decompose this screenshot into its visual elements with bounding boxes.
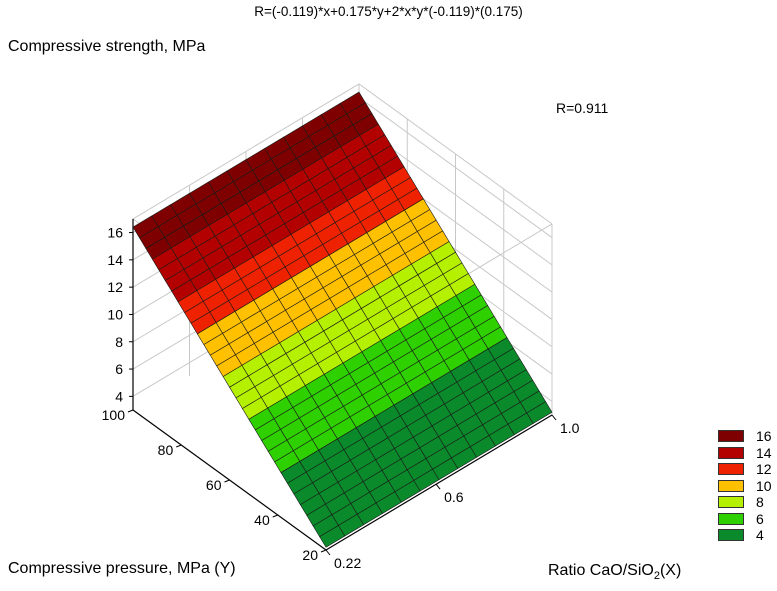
legend-swatch [718,463,744,475]
legend-label: 8 [756,494,764,510]
legend-label: 12 [756,461,772,477]
y-axis-label: Compressive pressure, MPa (Y) [8,560,236,578]
legend-label: 4 [756,527,764,543]
z-tick-label: 10 [107,306,123,322]
z-tick-label: 14 [107,252,123,268]
y-tick-label: 80 [158,442,174,458]
legend-label: 14 [756,445,772,461]
legend-swatch [718,430,744,442]
y-tick-mark [321,550,326,552]
y-tick-label: 60 [206,477,222,493]
legend-label: 6 [756,511,764,527]
x-tick-label: 1.0 [560,420,580,436]
y-tick-mark [273,515,278,517]
x-axis-label-tail: (X) [660,562,681,579]
x-tick-label: 0.22 [334,555,361,571]
z-tick-label: 8 [115,334,123,350]
legend-swatch [718,496,744,508]
z-tick-label: 4 [115,388,123,404]
legend-label: 10 [756,478,772,494]
y-tick-label: 100 [102,407,126,423]
x-tick-mark [326,550,330,555]
legend-swatch [718,513,744,525]
y-tick-mark [225,480,230,482]
y-tick-mark [176,445,181,447]
legend-swatch [718,447,744,459]
surface-mesh [133,92,552,547]
x-tick-label: 0.6 [444,489,464,505]
y-tick-mark [128,410,133,412]
x-tick-mark [436,484,440,489]
x-tick-mark [552,415,556,420]
z-tick-label: 16 [107,225,123,241]
z-tick-label: 12 [107,279,123,295]
x-axis-label: Ratio CaO/SiO2(X) [548,562,681,582]
y-tick-label: 20 [302,547,318,563]
z-tick-label: 6 [115,361,123,377]
legend-label: 16 [756,428,772,444]
legend-swatch [718,480,744,492]
x-axis-label-main: Ratio CaO/SiO [548,562,654,579]
y-tick-label: 40 [254,512,270,528]
legend-swatch [718,529,744,541]
